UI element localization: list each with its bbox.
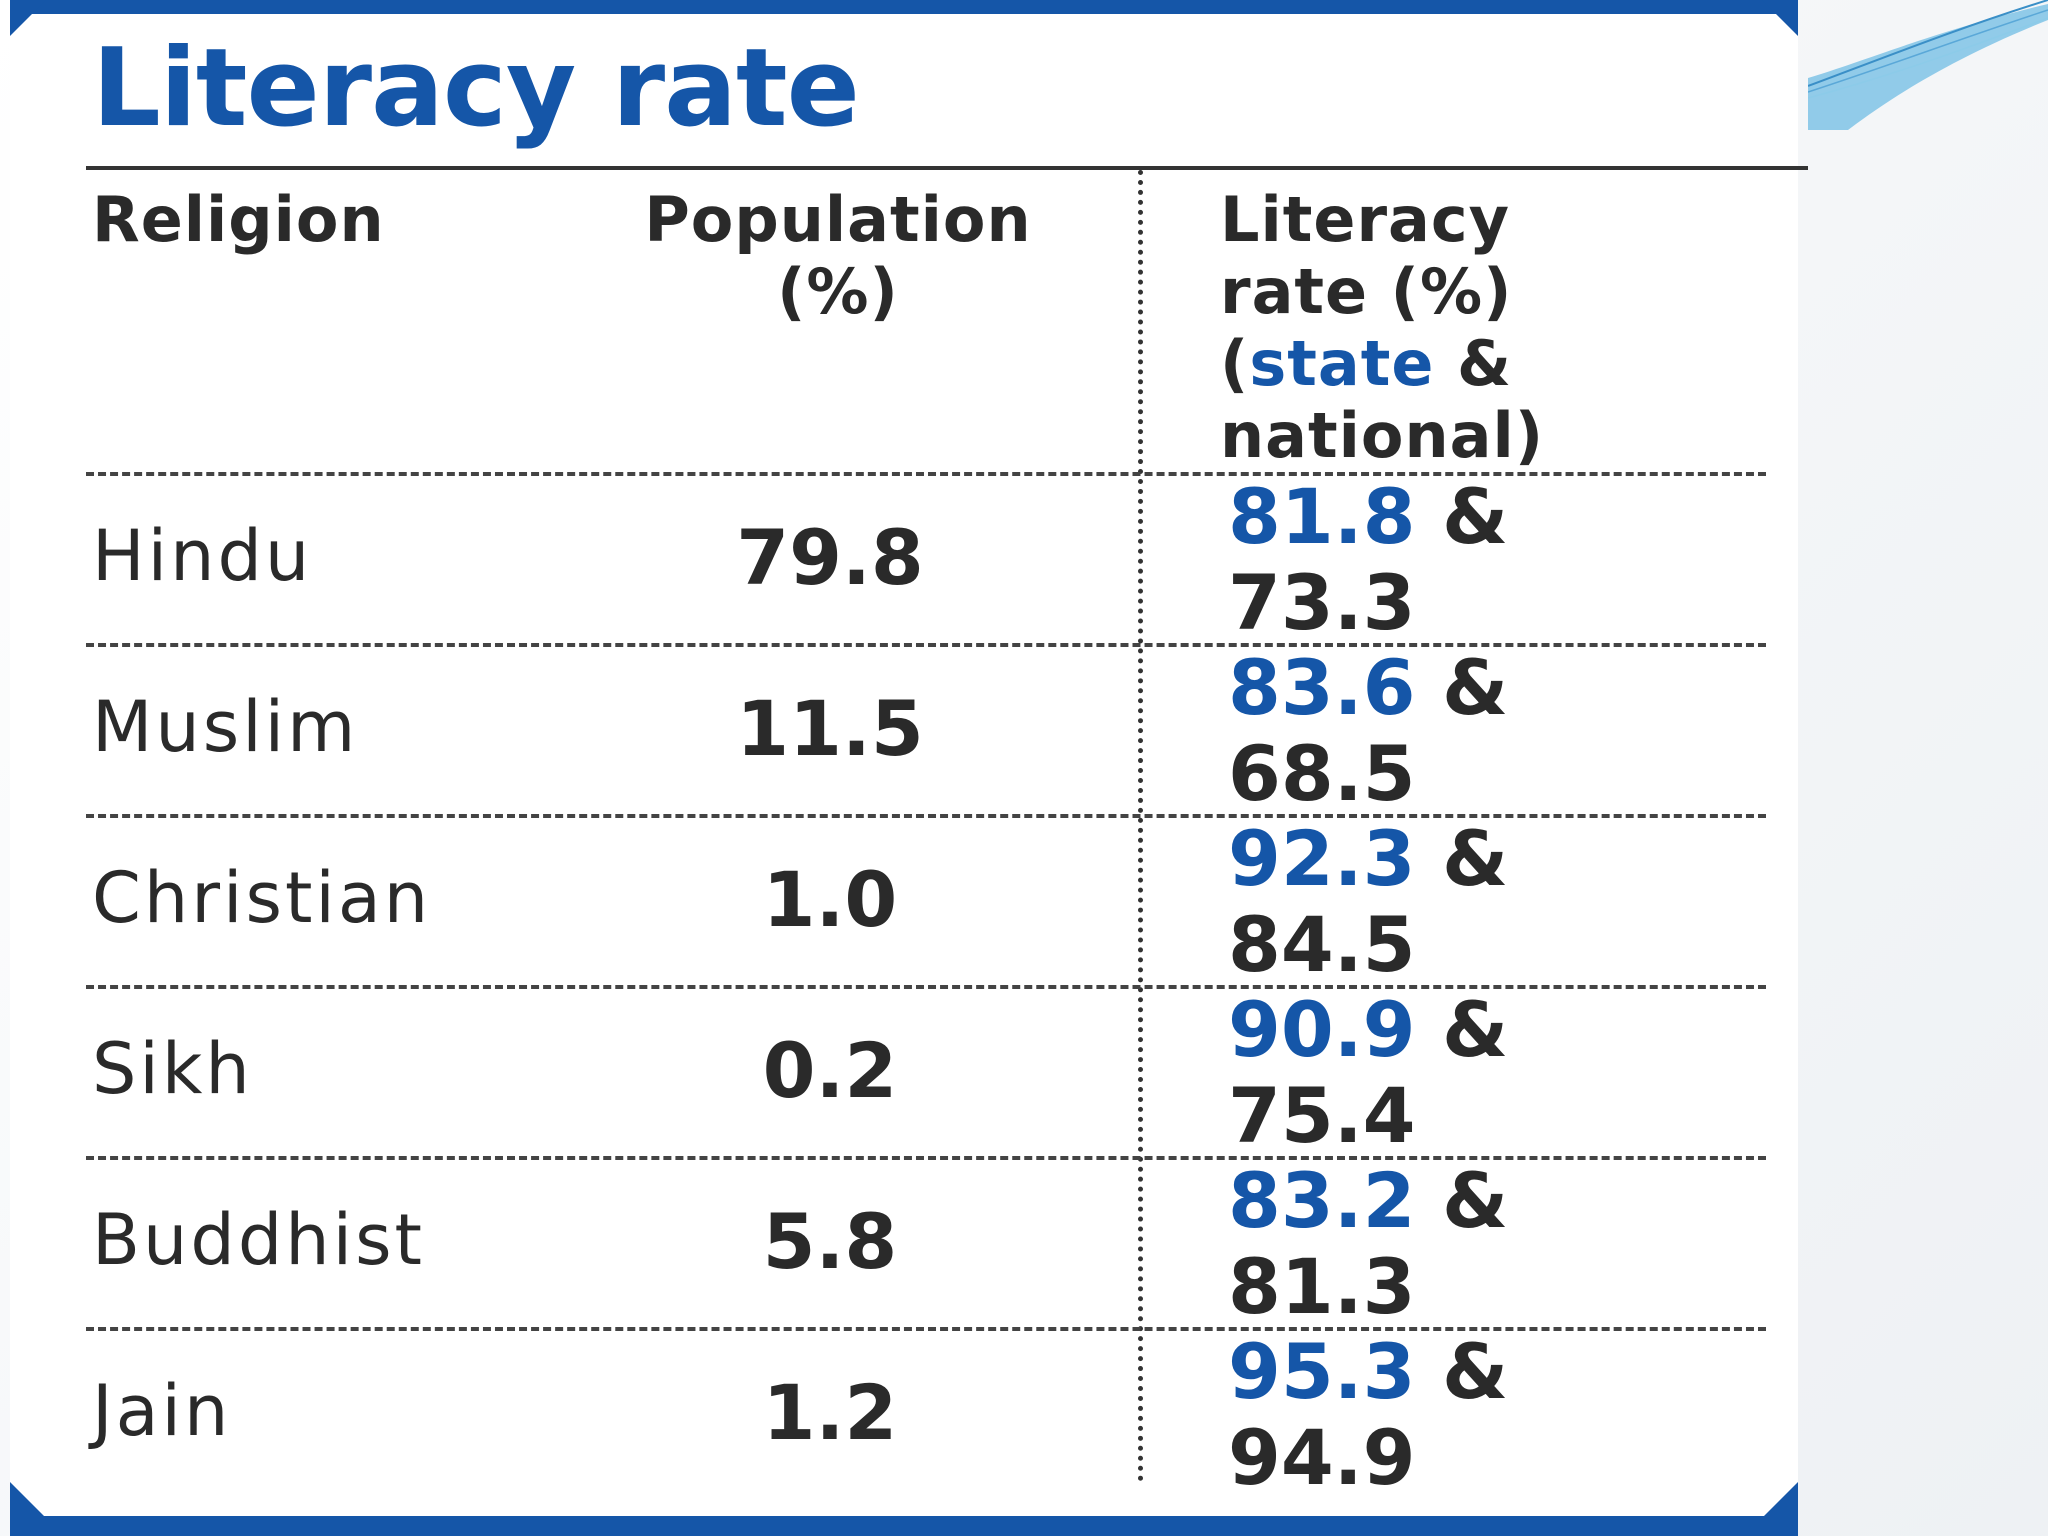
chart-title: Literacy rate xyxy=(92,26,860,151)
ampersand: & xyxy=(1415,1156,1509,1245)
column-divider xyxy=(1138,170,1143,1482)
population-cell: 0.2 xyxy=(762,1026,898,1115)
top-right-corner xyxy=(1762,0,1798,36)
header-population-line1: Population xyxy=(644,183,1032,256)
literacy-cell: 83.2 & 81.3 xyxy=(1228,1158,1748,1330)
population-cell: 1.2 xyxy=(762,1368,898,1457)
literacy-line: 90.9 & xyxy=(1228,987,1748,1073)
header-population-line2: (%) xyxy=(777,255,899,328)
population-cell: 5.8 xyxy=(762,1197,898,1286)
state-literacy-value: 81.8 xyxy=(1228,472,1416,561)
state-literacy-value: 83.2 xyxy=(1228,1156,1416,1245)
national-literacy-value: 73.3 xyxy=(1228,558,1416,647)
literacy-line: 95.3 & xyxy=(1228,1329,1748,1415)
literacy-cell: 92.3 & 84.5 xyxy=(1228,816,1748,988)
top-left-corner xyxy=(10,0,46,36)
bottom-right-corner xyxy=(1762,1482,1798,1518)
religion-cell: Hindu xyxy=(92,515,313,597)
literacy-line: 83.6 & xyxy=(1228,645,1748,731)
row-separator xyxy=(86,1156,1766,1160)
header-literacy-line1: Literacy xyxy=(1220,183,1511,256)
religion-cell: Sikh xyxy=(92,1028,253,1110)
religion-cell: Muslim xyxy=(92,686,359,768)
row-separator xyxy=(86,985,1766,989)
row-separator xyxy=(86,814,1766,818)
literacy-line: 83.2 & xyxy=(1228,1158,1748,1244)
population-cell: 11.5 xyxy=(736,684,924,773)
religion-cell: Jain xyxy=(92,1370,232,1452)
ampersand: & xyxy=(1415,1327,1509,1416)
header-literacy-paren: ( xyxy=(1220,327,1250,400)
religion-cell: Buddhist xyxy=(92,1199,425,1281)
row-separator xyxy=(86,643,1766,647)
corner-swoosh-decoration xyxy=(1808,0,2048,130)
header-literacy-line3: (state & xyxy=(1220,328,1740,400)
bottom-border-bar xyxy=(10,1516,1798,1536)
title-rule xyxy=(86,166,1808,170)
ampersand: & xyxy=(1415,985,1509,1074)
header-literacy-amp: & xyxy=(1434,327,1513,400)
header-literacy-line4: national) xyxy=(1220,399,1545,472)
header-religion: Religion xyxy=(92,183,385,256)
national-literacy-value: 81.3 xyxy=(1228,1242,1416,1331)
bottom-left-corner xyxy=(10,1482,46,1518)
literacy-cell: 83.6 & 68.5 xyxy=(1228,645,1748,817)
population-cell: 79.8 xyxy=(736,513,924,602)
literacy-table-card: Literacy rate Religion Population (%) Li… xyxy=(10,0,1808,1536)
header-literacy-line2: rate (%) xyxy=(1220,255,1513,328)
literacy-cell: 90.9 & 75.4 xyxy=(1228,987,1748,1159)
top-border-bar xyxy=(10,0,1798,14)
header-literacy: Literacy rate (%) (state & national) xyxy=(1220,184,1740,472)
literacy-line: 81.8 & xyxy=(1228,474,1748,560)
state-literacy-value: 90.9 xyxy=(1228,985,1416,1074)
literacy-cell: 95.3 & 94.9 xyxy=(1228,1329,1748,1501)
header-population: Population (%) xyxy=(558,184,1118,328)
row-separator xyxy=(86,472,1766,476)
national-literacy-value: 75.4 xyxy=(1228,1071,1416,1160)
religion-cell: Christian xyxy=(92,857,432,939)
national-literacy-value: 84.5 xyxy=(1228,900,1416,989)
ampersand: & xyxy=(1415,472,1509,561)
ampersand: & xyxy=(1415,643,1509,732)
national-literacy-value: 94.9 xyxy=(1228,1413,1416,1502)
state-literacy-value: 95.3 xyxy=(1228,1327,1416,1416)
ampersand: & xyxy=(1415,814,1509,903)
header-literacy-state: state xyxy=(1249,327,1435,400)
literacy-cell: 81.8 & 73.3 xyxy=(1228,474,1748,646)
population-cell: 1.0 xyxy=(762,855,898,944)
national-literacy-value: 68.5 xyxy=(1228,729,1416,818)
literacy-line: 92.3 & xyxy=(1228,816,1748,902)
row-separator xyxy=(86,1327,1766,1331)
state-literacy-value: 83.6 xyxy=(1228,643,1416,732)
state-literacy-value: 92.3 xyxy=(1228,814,1416,903)
